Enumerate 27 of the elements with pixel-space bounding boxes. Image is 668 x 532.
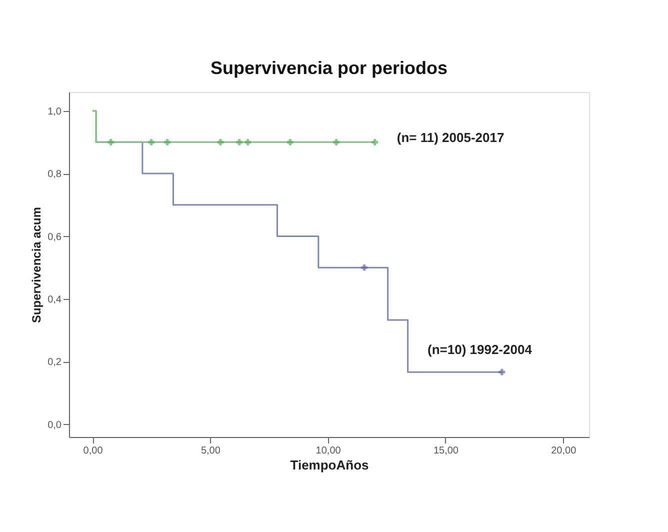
chart-title: Supervivencia por periodos <box>210 58 448 78</box>
y-tick-label: 0,2 <box>48 357 62 368</box>
y-tick-label: 0,0 <box>48 420 62 431</box>
x-tick-label: 20,00 <box>551 446 577 456</box>
x-tick-label: 5,00 <box>200 446 221 456</box>
series-label: (n=10) 1992-2004 <box>428 342 533 358</box>
y-tick-label: 1,0 <box>48 106 62 118</box>
point <box>333 139 340 146</box>
point <box>108 139 114 146</box>
point <box>498 368 506 376</box>
point <box>287 139 294 146</box>
y-tick-label: 0,4 <box>48 294 62 306</box>
x-tick-label: 10,00 <box>316 446 342 456</box>
point <box>148 139 155 146</box>
series-label: (n= 11) 2005-2017 <box>396 130 504 146</box>
x-axis-title: TiempoAños <box>290 458 369 472</box>
point <box>372 139 378 146</box>
y-tick-label: 0,6 <box>48 232 62 243</box>
y-tick-label: 0,8 <box>48 169 62 180</box>
point <box>217 139 224 146</box>
x-tick-label: 0,00 <box>83 446 104 456</box>
point <box>236 139 243 146</box>
y-axis-title: Supervivencia acum <box>30 206 44 324</box>
point <box>361 264 368 271</box>
point <box>244 139 251 146</box>
x-tick-label: 15,00 <box>433 446 459 456</box>
point <box>164 139 171 146</box>
